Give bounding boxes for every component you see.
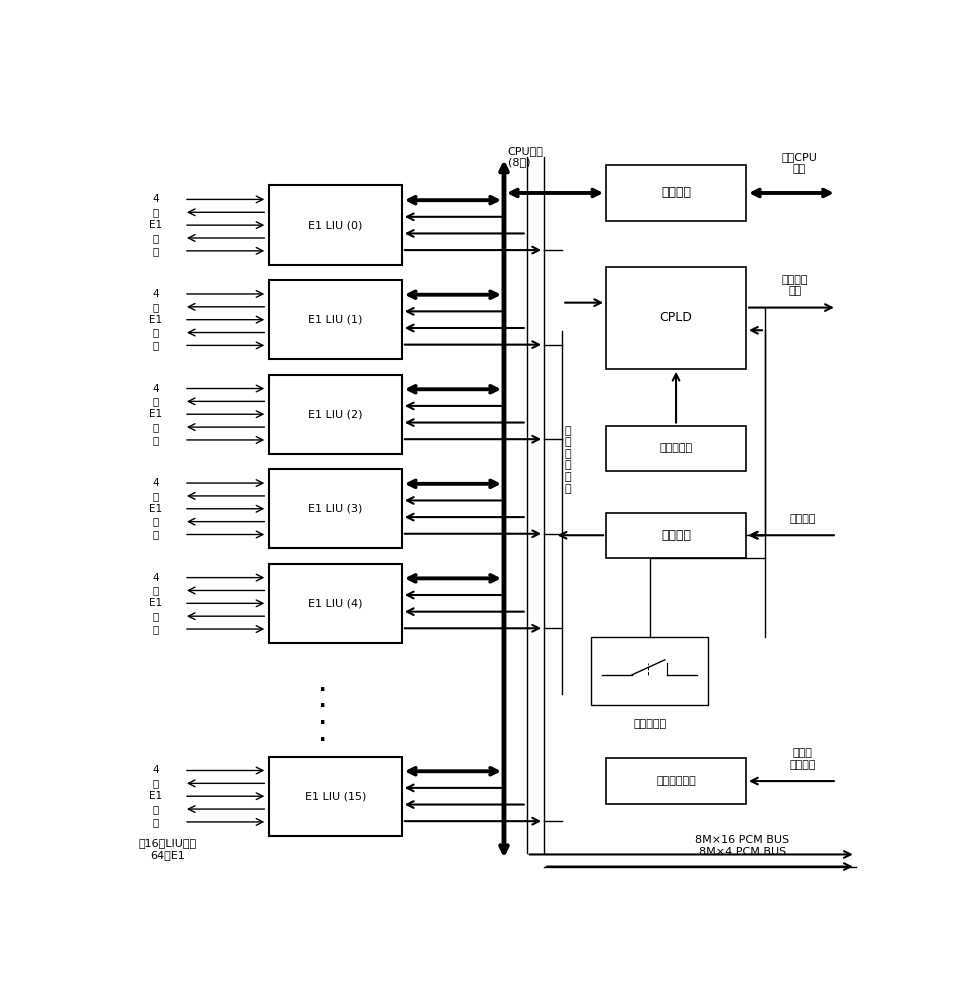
Text: 路: 路 bbox=[153, 778, 159, 788]
Text: 8M×16 PCM BUS: 8M×16 PCM BUS bbox=[695, 835, 790, 845]
Text: E1 LIU (2): E1 LIU (2) bbox=[308, 409, 363, 419]
Text: 路: 路 bbox=[153, 207, 159, 217]
Text: 8M×4 PCM BUS: 8M×4 PCM BUS bbox=[699, 847, 786, 857]
Text: E1: E1 bbox=[149, 409, 163, 419]
Text: 路: 路 bbox=[153, 817, 159, 827]
Text: 温度传感器: 温度传感器 bbox=[660, 443, 693, 453]
Text: 电路板
插入信号: 电路板 插入信号 bbox=[790, 748, 816, 770]
Text: 路: 路 bbox=[153, 624, 159, 634]
Text: 路: 路 bbox=[153, 340, 159, 350]
Text: 线: 线 bbox=[153, 804, 159, 814]
Bar bbox=[269, 564, 402, 643]
Text: 总线驱动: 总线驱动 bbox=[661, 186, 691, 199]
Text: ·: · bbox=[319, 714, 326, 733]
Text: E1 LIU (3): E1 LIU (3) bbox=[308, 504, 363, 514]
Text: 4: 4 bbox=[152, 478, 159, 488]
Text: 线
路
恢
复
时
钟: 线 路 恢 复 时 钟 bbox=[564, 426, 571, 494]
Bar bbox=[606, 165, 746, 221]
Text: 系统时钟: 系统时钟 bbox=[790, 514, 816, 524]
Text: 背板CPU
总线: 背板CPU 总线 bbox=[781, 152, 817, 174]
Text: CPLD: CPLD bbox=[660, 311, 693, 324]
Text: 4: 4 bbox=[152, 384, 159, 394]
Text: ·: · bbox=[319, 697, 326, 716]
Text: 4: 4 bbox=[152, 765, 159, 775]
Text: E1 LIU (4): E1 LIU (4) bbox=[308, 598, 363, 608]
Text: 热插拔开关: 热插拔开关 bbox=[633, 719, 667, 729]
Bar bbox=[606, 758, 746, 804]
Text: CPU总线
(8位): CPU总线 (8位) bbox=[508, 146, 544, 167]
Text: E1: E1 bbox=[149, 791, 163, 801]
Bar bbox=[591, 637, 709, 705]
Text: 4: 4 bbox=[152, 573, 159, 583]
Text: 入16片LIU芯片
64路E1: 入16片LIU芯片 64路E1 bbox=[139, 838, 196, 860]
Bar bbox=[269, 185, 402, 265]
Bar bbox=[606, 426, 746, 471]
Text: ·: · bbox=[319, 681, 326, 700]
Text: 线: 线 bbox=[153, 422, 159, 432]
Text: 4: 4 bbox=[152, 194, 159, 204]
Text: 线: 线 bbox=[153, 517, 159, 527]
Bar bbox=[269, 280, 402, 359]
Text: 路: 路 bbox=[153, 435, 159, 445]
Text: 热插拔控制器: 热插拔控制器 bbox=[656, 776, 696, 786]
Text: 线路恢复
时钟: 线路恢复 时钟 bbox=[782, 275, 808, 296]
Text: E1 LIU (1): E1 LIU (1) bbox=[308, 315, 363, 325]
Bar bbox=[606, 513, 746, 558]
Text: E1: E1 bbox=[149, 220, 163, 230]
Text: 路: 路 bbox=[153, 246, 159, 256]
Text: 路: 路 bbox=[153, 396, 159, 406]
Text: E1: E1 bbox=[149, 315, 163, 325]
Bar bbox=[606, 267, 746, 369]
Text: E1: E1 bbox=[149, 504, 163, 514]
Text: 时钟驱动: 时钟驱动 bbox=[661, 529, 691, 542]
Text: 路: 路 bbox=[153, 529, 159, 539]
Text: 路: 路 bbox=[153, 585, 159, 595]
Bar bbox=[269, 469, 402, 548]
Text: 线: 线 bbox=[153, 233, 159, 243]
Text: 路: 路 bbox=[153, 491, 159, 501]
Text: E1 LIU (15): E1 LIU (15) bbox=[305, 791, 366, 801]
Bar bbox=[269, 375, 402, 454]
Bar bbox=[269, 757, 402, 836]
Text: E1: E1 bbox=[149, 598, 163, 608]
Text: ·: · bbox=[319, 731, 326, 750]
Text: 路: 路 bbox=[153, 302, 159, 312]
Text: 4: 4 bbox=[152, 289, 159, 299]
Text: 线: 线 bbox=[153, 611, 159, 621]
Text: E1 LIU (0): E1 LIU (0) bbox=[308, 220, 363, 230]
Text: 线: 线 bbox=[153, 328, 159, 338]
